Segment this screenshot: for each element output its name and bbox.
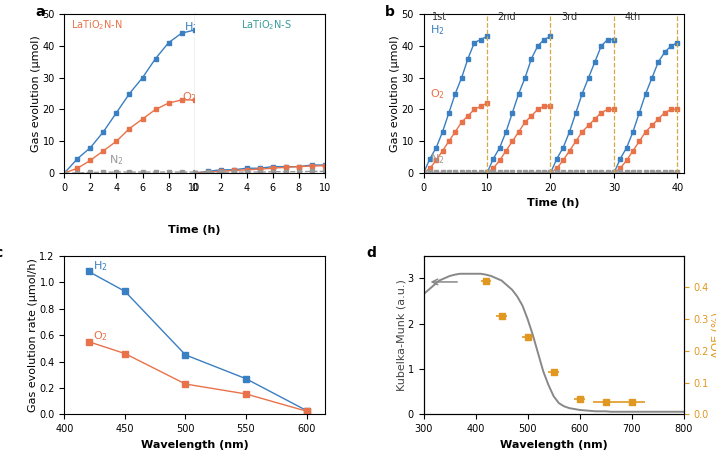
Text: 3rd: 3rd (561, 13, 578, 23)
Text: LaTiO$_2$N-S: LaTiO$_2$N-S (241, 18, 291, 32)
Text: N$_2$: N$_2$ (110, 153, 124, 167)
Text: 1st: 1st (432, 13, 447, 23)
Text: Time (h): Time (h) (168, 225, 221, 235)
Y-axis label: Gas evolution (μmol): Gas evolution (μmol) (31, 35, 41, 152)
Y-axis label: AQE (%): AQE (%) (712, 312, 716, 358)
Text: H$_2$: H$_2$ (184, 20, 199, 34)
Text: 2nd: 2nd (497, 13, 516, 23)
X-axis label: Time (h): Time (h) (528, 198, 580, 208)
X-axis label: Wavelength (nm): Wavelength (nm) (500, 440, 608, 450)
Text: LaTiO$_2$N-N: LaTiO$_2$N-N (71, 18, 123, 32)
Text: b: b (384, 5, 395, 18)
Text: a: a (36, 5, 45, 18)
Y-axis label: Gas evolution rate (μmol/h): Gas evolution rate (μmol/h) (28, 258, 38, 412)
Y-axis label: Kubelka-Munk (a.u.): Kubelka-Munk (a.u.) (396, 279, 406, 391)
Text: H$_2$: H$_2$ (430, 23, 445, 37)
Text: N$_2$: N$_2$ (430, 152, 445, 166)
Text: c: c (0, 246, 2, 260)
Text: O$_2$: O$_2$ (182, 90, 197, 104)
Text: O$_2$: O$_2$ (94, 329, 109, 343)
Text: d: d (367, 246, 376, 260)
X-axis label: Wavelength (nm): Wavelength (nm) (140, 440, 248, 450)
Text: O$_2$: O$_2$ (430, 87, 445, 100)
Y-axis label: Gas evolution (μmol): Gas evolution (μmol) (390, 35, 400, 152)
Text: H$_2$: H$_2$ (94, 259, 108, 273)
Text: 4th: 4th (625, 13, 641, 23)
